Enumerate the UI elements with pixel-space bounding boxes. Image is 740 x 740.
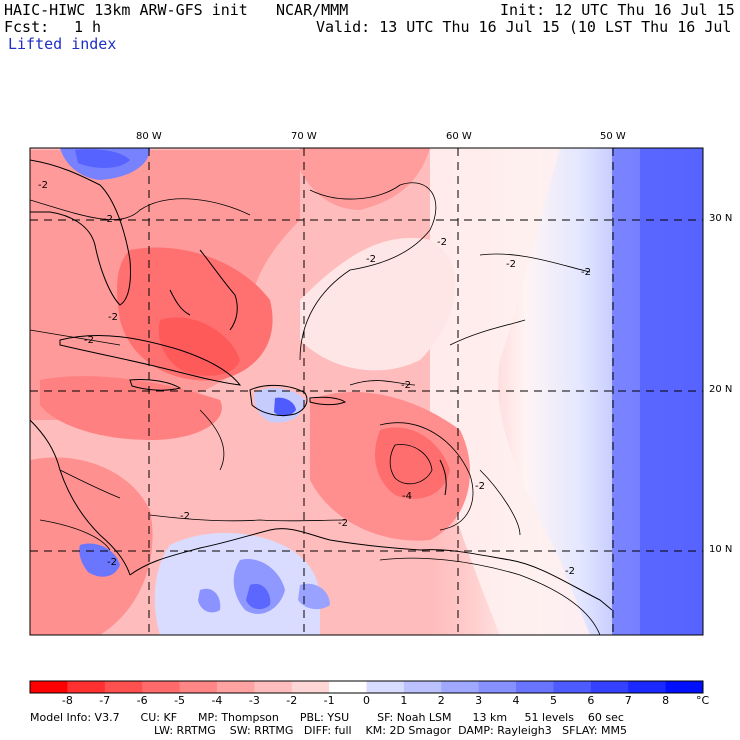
contour-label: -2: [108, 312, 118, 323]
colorbar-cell: [553, 681, 592, 693]
lon-label-50w: 50 W: [600, 131, 626, 142]
colorbar-tick-label: -6: [136, 694, 148, 707]
fcst-label: Fcst:: [4, 18, 50, 36]
colorbar-tick-label: 2: [437, 694, 445, 707]
colorbar-cell: [291, 681, 330, 693]
colorbar-unit: °C: [696, 694, 710, 707]
contour-label: -2: [180, 511, 190, 522]
colorbar-tick-label: -1: [323, 694, 335, 707]
contour-label: -2: [581, 267, 591, 278]
init-time: Init: 12 UTC Thu 16 Jul 15: [500, 1, 735, 19]
field-name: Lifted index: [8, 35, 117, 53]
colorbar-tick-label: 7: [624, 694, 632, 707]
colorbar-tick-label: -7: [99, 694, 111, 707]
colorbar-cell: [67, 681, 106, 693]
map-frame: [29, 147, 704, 636]
colorbar-tick-label: 3: [475, 694, 483, 707]
colorbar-cell: [366, 681, 405, 693]
colorbar-tick-label: -5: [174, 694, 186, 707]
model-info-line2: LW: RRTMG SW: RRTMG DIFF: full KM: 2D Sm…: [154, 724, 627, 737]
colorbar: [29, 680, 704, 694]
lat-label-30n: 30 N: [709, 213, 733, 224]
contour-label: -2: [506, 259, 516, 270]
colorbar-tick-label: -8: [61, 694, 73, 707]
colorbar-tick-label: -4: [211, 694, 223, 707]
colorbar-cell: [516, 681, 554, 693]
colorbar-cell: [142, 681, 181, 693]
colorbar-cell: [628, 681, 667, 693]
colorbar-tick-label: 0: [363, 694, 370, 707]
contour-labels: -2 -2 -2 -2 -2 -2 -2 -2 -2 -2 -2 -2 -2 -…: [38, 180, 591, 577]
contour-label: -2: [475, 481, 485, 492]
contour-label: -2: [38, 180, 48, 191]
colorbar-cell: [665, 681, 704, 693]
contour-label: -2: [84, 335, 94, 346]
colorbar-tick-label: 8: [662, 694, 670, 707]
model-title: HAIC-HIWC 13km ARW-GFS init: [4, 1, 248, 19]
center-name: NCAR/MMM: [276, 1, 349, 19]
contour-label: -2: [366, 254, 376, 265]
contour-label: -2: [338, 518, 348, 529]
colorbar-tick-label: 1: [400, 694, 408, 707]
fcst-value: 1 h: [74, 18, 102, 36]
map-fill: [30, 148, 703, 635]
colorbar-cell: [254, 681, 293, 693]
valid-time: Valid: 13 UTC Thu 16 Jul 15 (10 LST Thu …: [316, 18, 740, 36]
colorbar-cell: [441, 681, 480, 693]
colorbar-cell: [179, 681, 218, 693]
colorbar-cell: [104, 681, 143, 693]
colorbar-cell: [30, 681, 68, 693]
colorbar-tick-label: 5: [549, 694, 557, 707]
contour-label: -4: [402, 491, 412, 502]
colorbar-cell: [590, 681, 629, 693]
contour-label: -2: [401, 380, 411, 391]
contour-label: -2: [107, 557, 117, 568]
colorbar-tick-label: -2: [286, 694, 298, 707]
colorbar-cell: [403, 681, 442, 693]
colorbar-cell: [329, 681, 367, 693]
lon-label-80w: 80 W: [136, 131, 162, 142]
graticule: [30, 148, 703, 635]
model-info-line1: Model Info: V3.7 CU: KF MP: Thompson PBL…: [30, 711, 624, 724]
colorbar-tick-label: 6: [587, 694, 595, 707]
lon-label-70w: 70 W: [291, 131, 317, 142]
contour-label: -2: [103, 214, 113, 225]
contour-label: -2: [565, 566, 575, 577]
lon-label-60w: 60 W: [446, 131, 472, 142]
colorbar-tick-label: -3: [248, 694, 260, 707]
contour-label: -2: [437, 237, 447, 248]
lat-label-20n: 20 N: [709, 384, 733, 395]
lat-label-10n: 10 N: [709, 544, 733, 555]
colorbar-cell: [478, 681, 517, 693]
colorbar-tick-label: 4: [512, 694, 520, 707]
colorbar-cell: [216, 681, 255, 693]
